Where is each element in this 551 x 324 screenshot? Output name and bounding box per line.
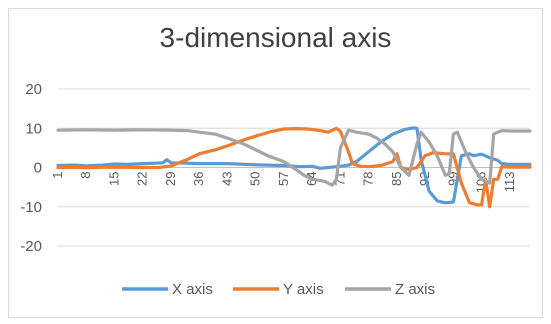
chart-frame xyxy=(8,8,543,318)
x-tick-labels: 1 8 15 22 29 36 43 50 57 64 71 78 85 92 99 106 113 xyxy=(50,172,517,194)
legend-label: Y axis xyxy=(283,281,324,298)
x-tick-label: 43 xyxy=(219,172,234,186)
y-tick-label: -10 xyxy=(20,199,42,216)
x-tick-label: 113 xyxy=(502,172,517,193)
x-tick-label: 78 xyxy=(361,172,376,186)
legend-label: X axis xyxy=(172,281,213,298)
x-tick-label: 36 xyxy=(191,172,206,186)
y-tick-label: -20 xyxy=(20,238,42,255)
series-line-z-axis xyxy=(56,128,532,187)
y-tick-label: 20 xyxy=(25,81,42,98)
x-tick-label: 57 xyxy=(276,172,291,186)
legend: X axis Y axis Z axis xyxy=(122,281,435,298)
x-tick-label: 8 xyxy=(78,172,93,179)
x-tick-label: 29 xyxy=(163,172,178,186)
x-tick-label: 22 xyxy=(135,172,150,186)
x-tick-label: 1 xyxy=(50,172,65,179)
series-line-y-axis xyxy=(56,126,532,209)
x-tick-label: 15 xyxy=(106,172,121,186)
y-tick-label: 10 xyxy=(25,120,42,137)
legend-label: Z axis xyxy=(395,281,435,298)
x-tick-label: 50 xyxy=(248,172,263,186)
series-lines xyxy=(56,126,532,209)
chart-title: 3-dimensional axis xyxy=(159,22,392,53)
y-tick-label: 0 xyxy=(34,160,42,177)
x-tick-label: 85 xyxy=(389,172,404,186)
y-tick-labels: 20 10 0 -10 -20 xyxy=(20,81,42,255)
